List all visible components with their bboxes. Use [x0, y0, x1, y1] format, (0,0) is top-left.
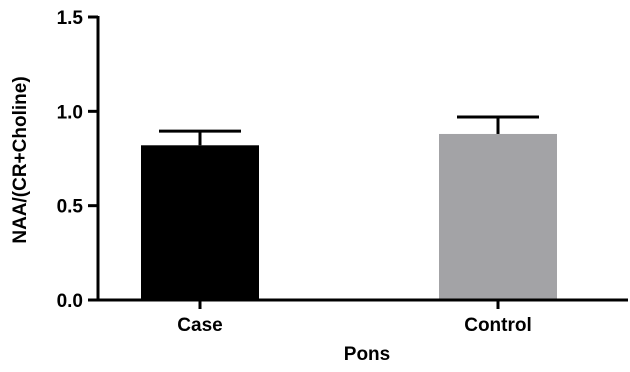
x-tick-label-control: Control	[464, 315, 532, 336]
axes-layer	[88, 15, 628, 309]
y-tick-label: 0.5	[57, 197, 84, 218]
labels-layer: Case Control 0.0 0.5 1.0 1.5	[57, 8, 532, 336]
bar-control	[439, 133, 557, 300]
x-axis-title: Pons	[344, 344, 390, 365]
bars-layer	[141, 133, 557, 300]
x-tick-label-case: Case	[177, 315, 222, 336]
y-tick-label: 1.0	[57, 102, 83, 123]
error-bars-layer	[159, 115, 539, 146]
bar-case	[141, 145, 259, 300]
y-tick-label: 1.5	[57, 8, 84, 29]
y-axis-title: NAA/(CR+Choline)	[10, 76, 31, 243]
y-tick-label: 0.0	[57, 291, 83, 312]
